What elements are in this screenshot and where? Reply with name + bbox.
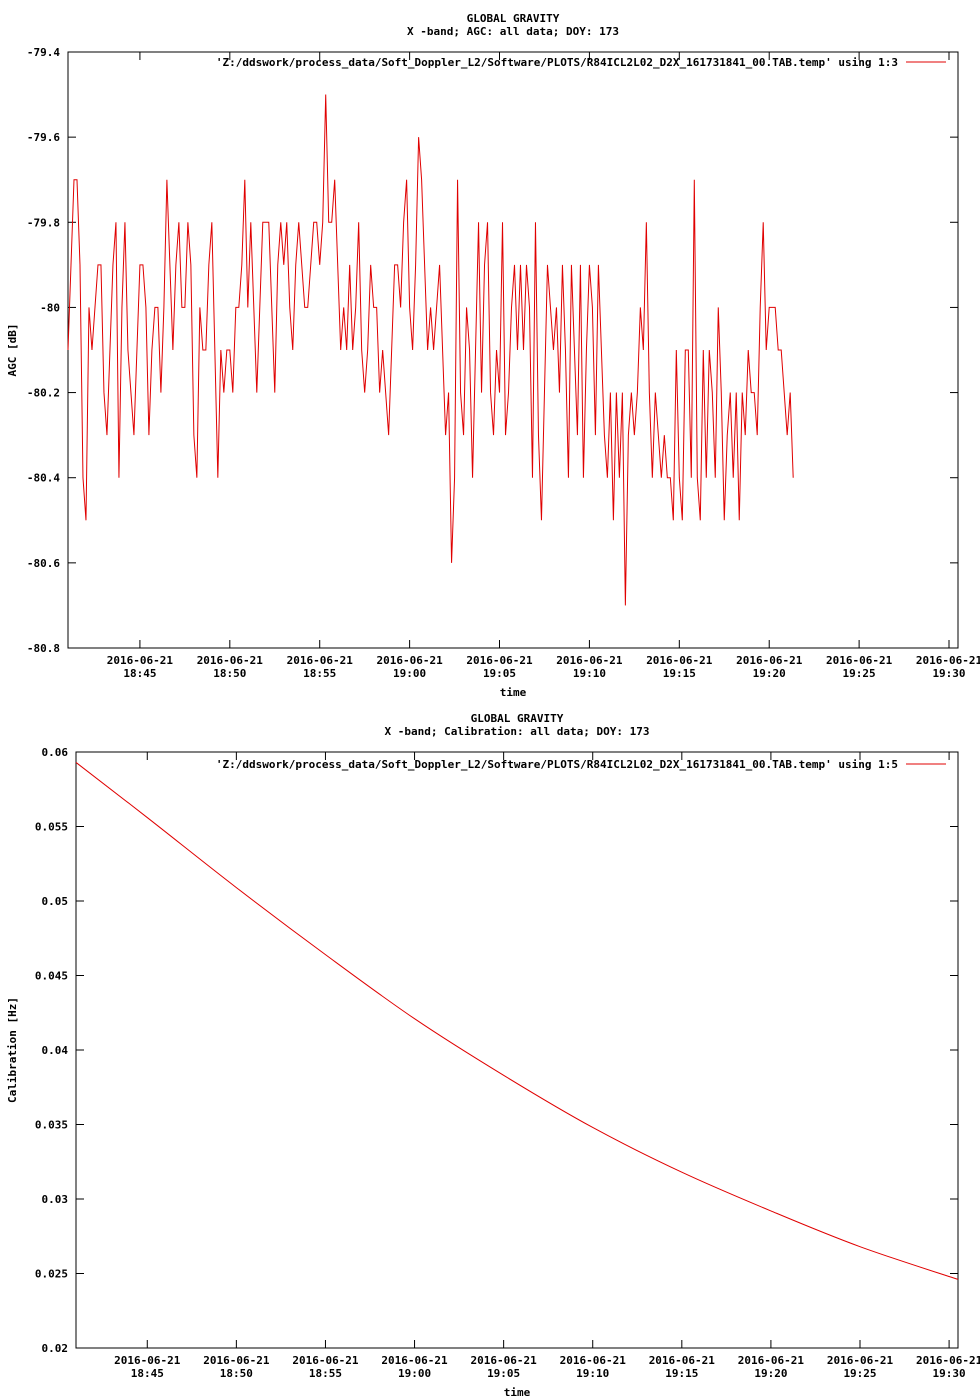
chart-1-x-tick-time: 19:25 (843, 667, 876, 680)
chart-1-x-tick-date: 2016-06-21 (107, 654, 174, 667)
chart-1-series-line-1 (67, 94, 794, 606)
chart-2-x-tick-time: 19:25 (843, 1367, 876, 1380)
chart-2-x-tick-date: 2016-06-21 (114, 1354, 181, 1367)
chart-1-plot-frame (67, 51, 959, 649)
chart-2-x-tick-date: 2016-06-21 (827, 1354, 894, 1367)
chart-2-x-tick-date: 2016-06-21 (381, 1354, 448, 1367)
chart-1-x-tick-time: 18:50 (213, 667, 246, 680)
chart-1-x-tick-time: 19:00 (393, 667, 426, 680)
chart-1-x-tick-time: 19:30 (932, 667, 965, 680)
chart-2-plot-frame (75, 751, 959, 1349)
chart-1-y-tick-label: -80.8 (27, 642, 60, 655)
chart-1-y-tick-label: -80.6 (27, 557, 60, 570)
chart-1-y-tick-label: -79.8 (27, 216, 60, 229)
chart-2-x-tick-date: 2016-06-21 (560, 1354, 627, 1367)
chart-2-x-tick-time: 19:30 (933, 1367, 966, 1380)
chart-2-y-tick-label: 0.06 (42, 746, 69, 759)
chart-1-x-tick-date: 2016-06-21 (646, 654, 713, 667)
chart-1-y-tick-label: -80.2 (27, 387, 60, 400)
chart-1-y-tick-label: -79.6 (27, 131, 60, 144)
chart-2-x-tick-time: 18:45 (131, 1367, 164, 1380)
chart-2-y-tick-label: 0.055 (35, 821, 68, 834)
chart-2-legend-label: 'Z:/ddswork/process_data/Soft_Doppler_L2… (216, 758, 898, 771)
chart-2-x-tick-date: 2016-06-21 (203, 1354, 270, 1367)
chart-1-subtitle: X -band; AGC: all data; DOY: 173 (407, 25, 619, 38)
chart-2-x-tick-time: 18:50 (220, 1367, 253, 1380)
chart-1-x-tick-date: 2016-06-21 (736, 654, 803, 667)
chart-2-x-tick-date: 2016-06-21 (916, 1354, 980, 1367)
chart-1-x-tick-time: 19:10 (573, 667, 606, 680)
chart-1-x-axis-label: time (500, 686, 527, 699)
chart-2-x-tick-date: 2016-06-21 (292, 1354, 359, 1367)
chart-1-x-tick-date: 2016-06-21 (466, 654, 533, 667)
chart-2-x-tick-time: 18:55 (309, 1367, 342, 1380)
chart-1-y-tick-label: -79.4 (27, 46, 60, 59)
chart-1-x-tick-date: 2016-06-21 (556, 654, 623, 667)
chart-2-x-tick-time: 19:00 (398, 1367, 431, 1380)
chart-2-y-tick-label: 0.025 (35, 1268, 68, 1281)
chart-1-x-tick-date: 2016-06-21 (826, 654, 893, 667)
chart-1-x-tick-time: 18:55 (303, 667, 336, 680)
chart-2-y-tick-label: 0.045 (35, 970, 68, 983)
chart-1-x-tick-time: 19:15 (663, 667, 696, 680)
chart-2-x-tick-date: 2016-06-21 (649, 1354, 716, 1367)
chart-2-x-tick-time: 19:10 (576, 1367, 609, 1380)
chart-2-subtitle: X -band; Calibration: all data; DOY: 173 (385, 725, 650, 738)
chart-2-x-tick-date: 2016-06-21 (738, 1354, 805, 1367)
chart-1-x-tick-date: 2016-06-21 (287, 654, 354, 667)
chart-2-x-tick-time: 19:20 (754, 1367, 787, 1380)
chart-1-x-tick-date: 2016-06-21 (916, 654, 980, 667)
chart-1-x-tick-date: 2016-06-21 (376, 654, 443, 667)
chart-2-series-line-1 (75, 762, 959, 1280)
chart-1-x-tick-time: 19:20 (753, 667, 786, 680)
chart-2-y-axis-label: Calibration [Hz] (6, 997, 19, 1103)
chart-1-y-axis-label: AGC [dB] (6, 324, 19, 377)
chart-2-y-tick-label: 0.03 (42, 1193, 69, 1206)
chart-1-legend-label: 'Z:/ddswork/process_data/Soft_Doppler_L2… (216, 56, 898, 69)
chart-2-x-tick-time: 19:05 (487, 1367, 520, 1380)
chart-1-x-tick-time: 18:45 (123, 667, 156, 680)
chart-2-title: GLOBAL GRAVITY (471, 712, 564, 725)
chart-1-title: GLOBAL GRAVITY (467, 12, 560, 25)
chart-1-x-tick-date: 2016-06-21 (197, 654, 264, 667)
chart-1-y-tick-label: -80.4 (27, 472, 60, 485)
chart-2-x-axis-label: time (504, 1386, 531, 1399)
chart-1-y-tick-label: -80 (40, 301, 60, 314)
chart-2-y-tick-label: 0.05 (42, 895, 69, 908)
chart-2-x-tick-time: 19:15 (665, 1367, 698, 1380)
chart-2-x-tick-date: 2016-06-21 (471, 1354, 538, 1367)
chart-2-y-tick-label: 0.04 (42, 1044, 69, 1057)
chart-2-y-tick-label: 0.035 (35, 1119, 68, 1132)
chart-2-y-tick-label: 0.02 (42, 1342, 69, 1355)
chart-1-x-tick-time: 19:05 (483, 667, 516, 680)
